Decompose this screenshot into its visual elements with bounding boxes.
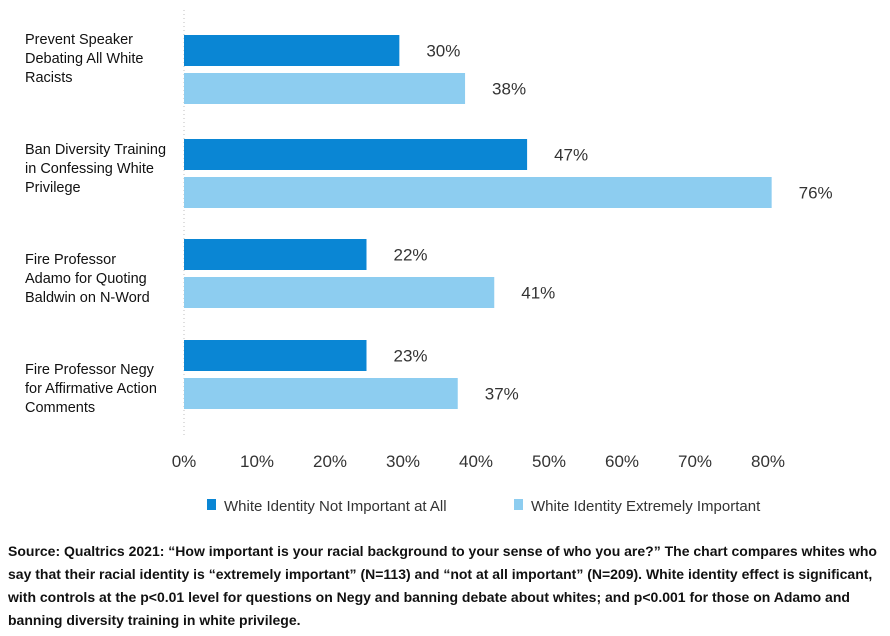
bar-chart: 30% 47% 22% 23% 38% 76% 41% 37% 0% 10% 20% 30% 40% 50… <box>172 10 833 515</box>
value-label-extremely-important-1: 38% <box>492 80 526 99</box>
legend-label-not-important: White Identity Not Important at All <box>224 498 447 515</box>
category-label-1: Prevent Speaker Debating All White Racists <box>25 31 185 88</box>
x-tick-label-10: 10% <box>240 452 274 471</box>
x-tick-label-60: 60% <box>605 452 639 471</box>
category-label-line: Adamo for Quoting <box>25 271 147 287</box>
category-label-line: Baldwin on N-Word <box>25 290 150 306</box>
category-label-4: Fire Professor Negy for Affirmative Actio… <box>25 361 185 418</box>
bar-extremely-important-3 <box>184 277 495 308</box>
x-tick-label-20: 20% <box>313 452 347 471</box>
bar-extremely-important-2 <box>184 177 772 208</box>
category-label-line: Fire Professor Negy <box>25 362 154 378</box>
category-label-line: Racists <box>25 70 73 86</box>
value-label-extremely-important-2: 76% <box>799 184 833 203</box>
category-label-line: Debating All White <box>25 51 144 67</box>
legend-swatch-not-important <box>207 499 216 510</box>
x-tick-label-70: 70% <box>678 452 712 471</box>
bar-extremely-important-1 <box>184 73 466 104</box>
bar-not-important-4 <box>184 340 367 371</box>
legend-label-extremely-important: White Identity Extremely Important <box>531 498 761 515</box>
x-tick-label-80: 80% <box>751 452 785 471</box>
source-note: Source: Qualtrics 2021: “How important i… <box>8 543 877 628</box>
bar-not-important-1 <box>184 35 400 66</box>
bar-not-important-3 <box>184 239 367 270</box>
category-label-line: Comments <box>25 400 96 416</box>
category-label-3: Fire Professor Adamo for Quoting Baldwin o… <box>25 251 185 308</box>
bar-not-important-2 <box>184 139 528 170</box>
value-label-not-important-1: 30% <box>426 42 460 61</box>
x-tick-label-40: 40% <box>459 452 493 471</box>
x-tick-label-50: 50% <box>532 452 566 471</box>
category-label-line: Prevent Speaker <box>25 32 134 48</box>
category-label-line: in Confessing White <box>25 161 154 177</box>
legend-swatch-extremely-important <box>514 499 523 510</box>
value-label-extremely-important-4: 37% <box>485 385 519 404</box>
value-label-not-important-3: 22% <box>394 246 428 265</box>
category-label-line: Fire Professor <box>25 252 117 268</box>
x-tick-label-0: 0% <box>172 452 197 471</box>
category-label-line: Privilege <box>25 180 81 196</box>
value-label-not-important-4: 23% <box>394 347 428 366</box>
category-label-line: for Affirmative Action <box>25 381 157 397</box>
x-tick-label-30: 30% <box>386 452 420 471</box>
value-label-not-important-2: 47% <box>554 146 588 165</box>
category-label-line: Ban Diversity Training <box>25 142 167 158</box>
category-label-2: Ban Diversity Training in Confessing Whit… <box>25 141 185 198</box>
bar-extremely-important-4 <box>184 378 458 409</box>
value-label-extremely-important-3: 41% <box>521 284 555 303</box>
